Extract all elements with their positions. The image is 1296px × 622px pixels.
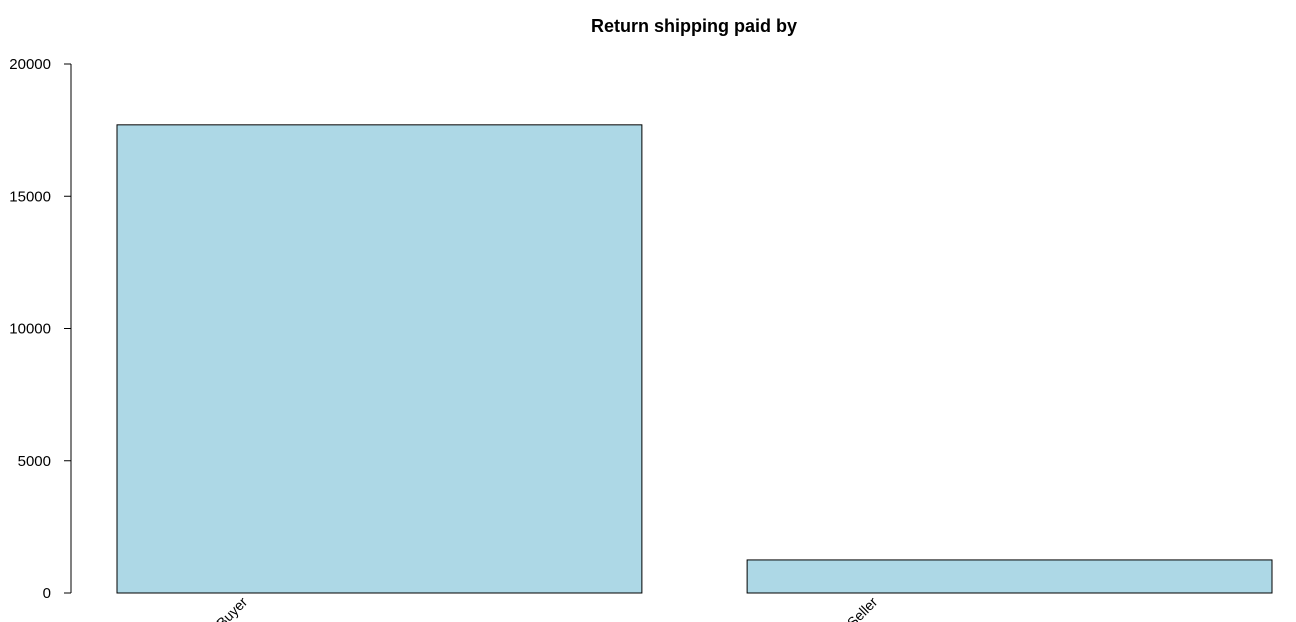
bars bbox=[116, 124, 1273, 594]
chart-title: Return shipping paid by bbox=[591, 16, 797, 36]
bar-seller bbox=[746, 559, 1273, 594]
y-axis: 0 5000 10000 15000 20000 bbox=[9, 56, 72, 602]
y-tick-label: 0 bbox=[43, 585, 51, 602]
x-axis-labels: Buyer Seller bbox=[213, 594, 881, 622]
y-tick-label: 15000 bbox=[9, 188, 51, 205]
bar-buyer bbox=[116, 124, 643, 594]
x-category-label: Buyer bbox=[213, 594, 250, 622]
y-tick-label: 20000 bbox=[9, 56, 51, 73]
y-tick-label: 5000 bbox=[18, 453, 51, 470]
x-category-label: Seller bbox=[844, 594, 881, 622]
y-tick-label: 10000 bbox=[9, 321, 51, 338]
